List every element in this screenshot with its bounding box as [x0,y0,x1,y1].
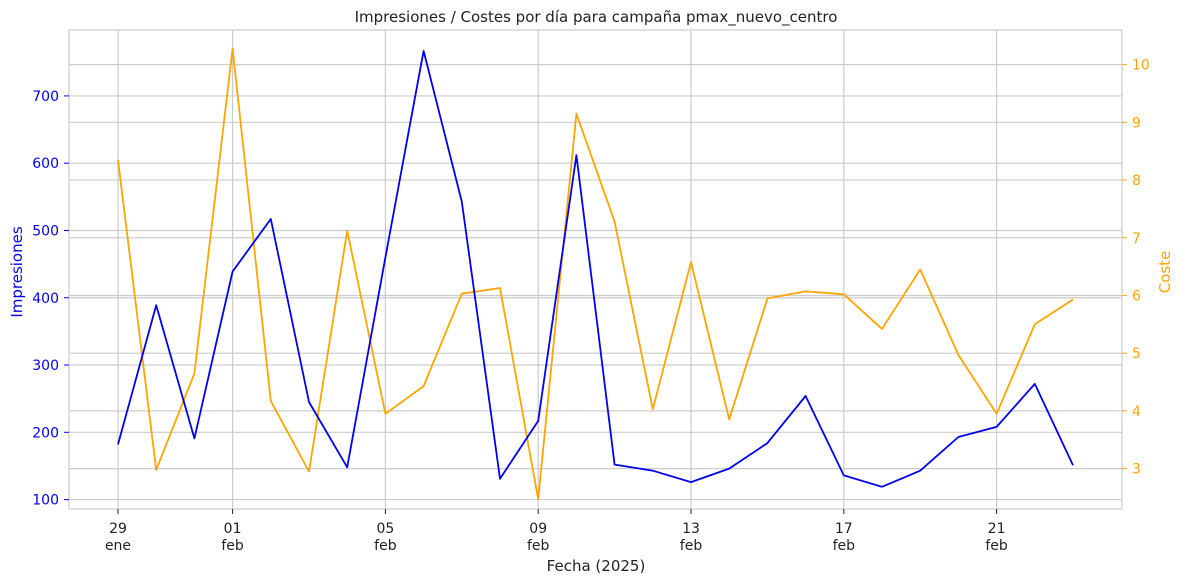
right-tick-label: 10 [1132,58,1150,74]
chart-title: Impresiones / Costes por día para campañ… [355,8,838,27]
left-axis-label: Impresiones [8,226,26,318]
x-tick-month: ene [105,538,131,554]
right-tick-label: 4 [1132,404,1141,420]
right-tick-label: 3 [1132,462,1141,478]
x-axis-label: Fecha (2025) [547,557,646,575]
right-tick-label: 7 [1132,231,1141,247]
x-tick-month: feb [374,538,397,554]
right-axis-ticks: 3 4 5 6 7 8 9 10 [1122,58,1150,478]
plot-frame [68,29,1123,510]
series-line-impresiones [117,50,1074,488]
left-tick-label: 300 [32,358,59,374]
x-tick-day: 29 [109,521,127,537]
right-grid [69,64,1122,470]
left-axis-ticks: 100 200 300 400 500 600 700 [32,89,69,509]
x-tick-day: 09 [529,521,547,537]
series-line-coste [117,47,1074,501]
right-tick-label: 8 [1132,173,1141,189]
x-tick-month: feb [833,538,856,554]
left-tick-label: 400 [32,291,59,307]
x-tick-day: 05 [376,521,394,537]
right-tick-label: 9 [1132,115,1141,131]
x-tick-day: 21 [988,521,1006,537]
left-tick-label: 100 [32,493,59,509]
x-tick-day: 17 [835,521,853,537]
left-tick-label: 200 [32,425,59,441]
x-tick-day: 13 [682,521,700,537]
x-tick-month: feb [985,538,1008,554]
left-tick-label: 500 [32,223,59,239]
left-tick-label: 600 [32,156,59,172]
x-tick-day: 01 [224,521,242,537]
right-tick-label: 5 [1132,346,1141,362]
left-tick-label: 700 [32,89,59,105]
x-tick-month: feb [680,538,703,554]
right-tick-label: 6 [1132,288,1141,304]
series-layer [117,47,1074,501]
right-axis-label: Coste [1156,251,1174,294]
x-tick-month: feb [527,538,550,554]
x-grid [117,30,998,509]
x-tick-month: feb [221,538,244,554]
